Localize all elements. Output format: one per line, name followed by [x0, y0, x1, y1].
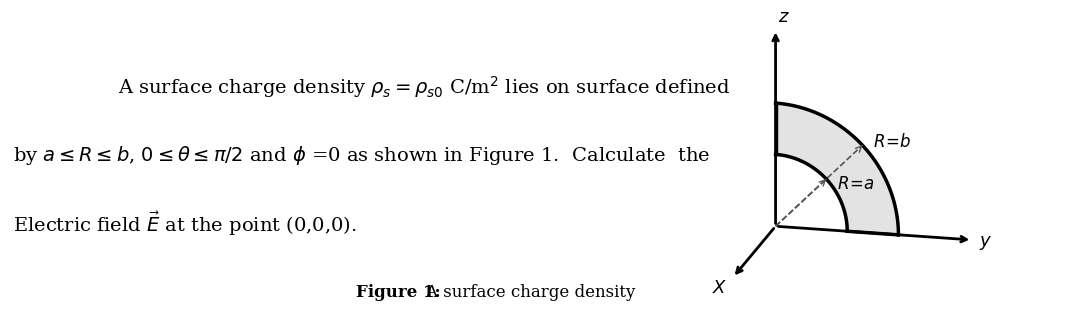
Polygon shape [776, 103, 898, 235]
Text: $y$: $y$ [979, 234, 992, 252]
Text: $z$: $z$ [778, 8, 790, 26]
Text: $R\!=\!a$: $R\!=\!a$ [836, 176, 874, 193]
Text: by $a \leq R \leq b$, $0 \leq \theta \leq \pi/2$ and $\phi$ =0 as shown in Figur: by $a \leq R \leq b$, $0 \leq \theta \le… [13, 144, 711, 167]
Text: $R\!=\!b$: $R\!=\!b$ [873, 133, 911, 151]
Text: A surface charge density: A surface charge density [405, 284, 635, 301]
Text: Figure 1:: Figure 1: [356, 284, 441, 301]
Text: A surface charge density $\rho_s = \rho_{s0}$ C/m$^2$ lies on surface defined: A surface charge density $\rho_s = \rho_… [118, 74, 730, 100]
Text: Electric field $\vec{E}$ at the point (0,0,0).: Electric field $\vec{E}$ at the point (0… [13, 210, 358, 238]
Text: $X$: $X$ [712, 279, 728, 297]
